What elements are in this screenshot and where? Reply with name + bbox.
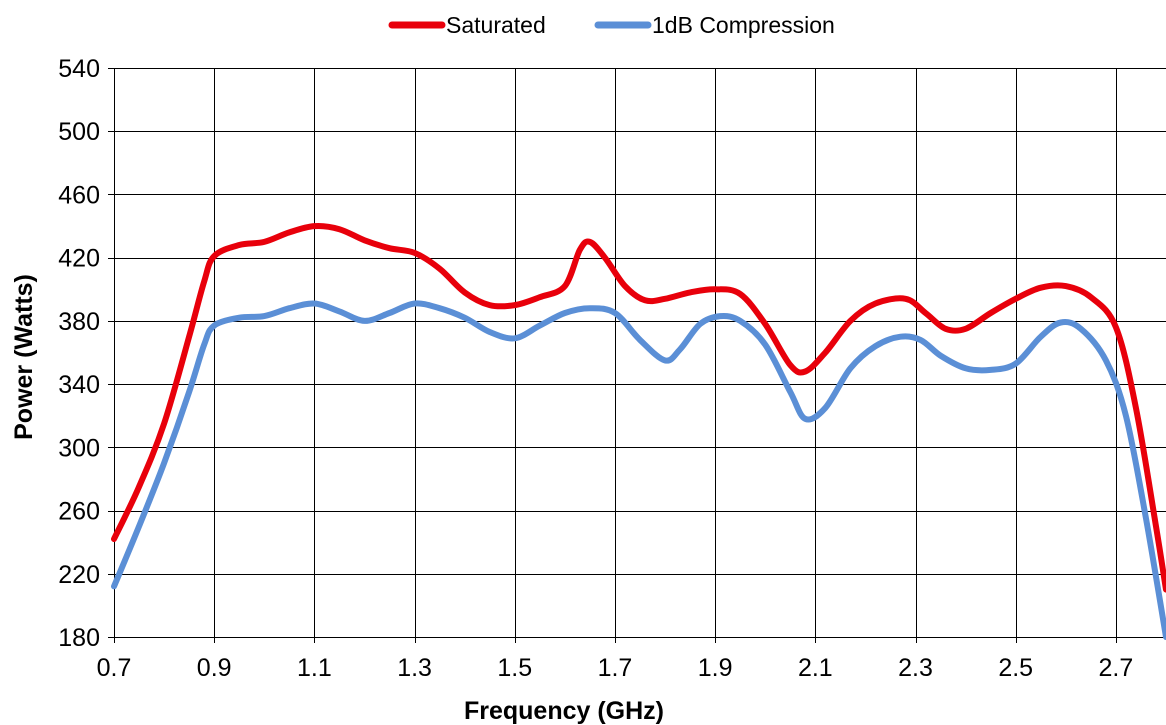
x-tick-label: 1.3	[397, 654, 432, 682]
y-tick-label: 460	[58, 181, 100, 209]
x-tick-label: 2.3	[898, 654, 933, 682]
legend: Saturated 1dB Compression	[388, 12, 835, 38]
series-group	[111, 222, 1166, 640]
y-tick-label: 340	[58, 371, 100, 399]
y-axis-title: Power (Watts)	[10, 274, 38, 440]
y-tick-label: 180	[58, 624, 100, 652]
y-axis-ticks: 180 220 260 300 340 380 420 460 500 540	[58, 55, 100, 652]
y-tick-label: 220	[58, 561, 100, 589]
legend-label-1db-compression: 1dB Compression	[652, 12, 835, 38]
legend-label-saturated: Saturated	[446, 12, 546, 38]
x-tick-label: 0.9	[197, 654, 232, 682]
y-tick-label: 540	[58, 55, 100, 83]
x-tick-label: 2.1	[798, 654, 833, 682]
y-tick-label: 380	[58, 308, 100, 336]
x-tick-label: 2.5	[998, 654, 1033, 682]
x-tick-label: 2.7	[1099, 654, 1134, 682]
y-tick-label: 260	[58, 498, 100, 526]
x-tick-label: 1.5	[497, 654, 532, 682]
x-axis-title: Frequency (GHz)	[464, 697, 664, 725]
x-tick-label: 1.9	[698, 654, 733, 682]
y-tick-label: 420	[58, 245, 100, 273]
series-line-1db-compression	[111, 300, 1166, 640]
x-tick-label: 1.1	[297, 654, 332, 682]
series-line-saturated	[111, 222, 1166, 593]
x-tick-label: 0.7	[97, 654, 132, 682]
y-tick-label: 500	[58, 118, 100, 146]
x-tick-label: 1.7	[598, 654, 633, 682]
x-axis-ticks: 0.7 0.9 1.1 1.3 1.5 1.7 1.9 2.1 2.3 2.5 2.7	[97, 654, 1134, 682]
grid	[108, 68, 1166, 643]
y-tick-label: 300	[58, 434, 100, 462]
